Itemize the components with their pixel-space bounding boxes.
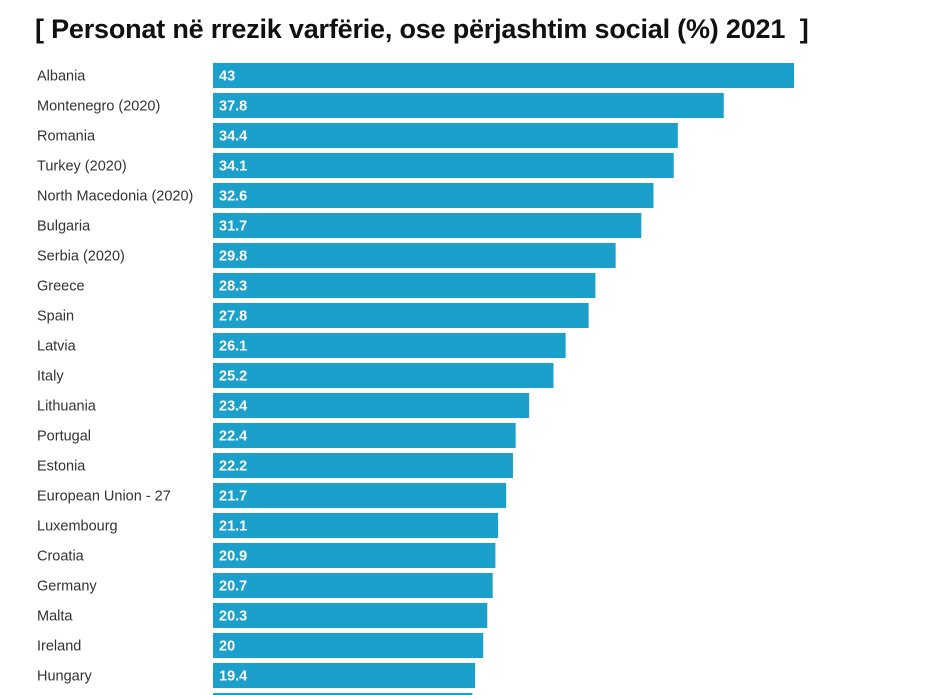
value-label: 34.4 bbox=[219, 129, 247, 145]
category-label: Portugal bbox=[37, 429, 91, 445]
bar bbox=[213, 573, 493, 598]
category-label: Italy bbox=[37, 369, 64, 385]
bar-row: Germany 20.7 bbox=[37, 573, 493, 598]
category-label: Hungary bbox=[37, 669, 93, 685]
bar-row: Turkey (2020) 34.1 bbox=[37, 153, 674, 178]
chart-title: [ Personat në rrezik varfërie, ose përja… bbox=[35, 14, 809, 44]
category-label: Lithuania bbox=[37, 399, 97, 415]
value-label: 19.4 bbox=[219, 669, 247, 685]
value-label: 20 bbox=[219, 639, 235, 655]
bar-row: Ireland 20 bbox=[37, 633, 484, 658]
bar-row: Montenegro (2020) 37.8 bbox=[37, 93, 724, 118]
category-label: Albania bbox=[37, 69, 86, 85]
bar bbox=[213, 513, 499, 538]
category-label: European Union - 27 bbox=[37, 489, 171, 505]
bar-row: Estonia 22.2 bbox=[37, 453, 513, 478]
bar-row: Lithuania 23.4 bbox=[37, 393, 530, 418]
value-label: 20.7 bbox=[219, 579, 247, 595]
bar-row: Spain 27.8 bbox=[37, 303, 589, 328]
category-label: North Macedonia (2020) bbox=[37, 189, 193, 205]
category-label: Germany bbox=[37, 579, 97, 595]
category-label: Montenegro (2020) bbox=[37, 99, 160, 115]
category-label: Estonia bbox=[37, 459, 86, 475]
bar bbox=[213, 453, 513, 478]
bar-row: Malta 20.3 bbox=[37, 603, 488, 628]
bar bbox=[213, 693, 473, 695]
value-label: 21.1 bbox=[219, 519, 247, 535]
bar bbox=[213, 273, 596, 298]
value-label: 26.1 bbox=[219, 339, 247, 355]
bar bbox=[213, 423, 516, 448]
bar-row: Croatia 20.9 bbox=[37, 543, 496, 568]
bar bbox=[213, 63, 794, 88]
value-label: 22.2 bbox=[219, 459, 247, 475]
bar-row: Italy 25.2 bbox=[37, 363, 554, 388]
bar-row: Hungary 19.4 bbox=[37, 663, 476, 688]
bar bbox=[213, 663, 476, 688]
bar bbox=[213, 603, 488, 628]
value-label: 23.4 bbox=[219, 399, 247, 415]
category-label: Romania bbox=[37, 129, 96, 145]
bar-row: Bulgaria 31.7 bbox=[37, 213, 642, 238]
value-label: 37.8 bbox=[219, 99, 247, 115]
value-label: 32.6 bbox=[219, 189, 247, 205]
bar-row: European Union - 27 21.7 bbox=[37, 483, 507, 508]
value-label: 20.9 bbox=[219, 549, 247, 565]
category-label: Turkey (2020) bbox=[37, 159, 127, 175]
value-label: 22.4 bbox=[219, 429, 247, 445]
bar bbox=[213, 243, 616, 268]
value-label: 28.3 bbox=[219, 279, 247, 295]
category-label: Bulgaria bbox=[37, 219, 91, 235]
bar-row: Romania 34.4 bbox=[37, 123, 678, 148]
value-label: 25.2 bbox=[219, 369, 247, 385]
category-label: Serbia (2020) bbox=[37, 249, 125, 265]
value-label: 31.7 bbox=[219, 219, 247, 235]
bar bbox=[213, 93, 724, 118]
bar bbox=[213, 153, 674, 178]
bar bbox=[213, 363, 554, 388]
bar-row: Latvia 26.1 bbox=[37, 333, 566, 358]
category-label: Ireland bbox=[37, 639, 81, 655]
bar-row bbox=[213, 693, 473, 695]
category-label: Malta bbox=[37, 609, 73, 625]
bar-row: Albania 43 bbox=[37, 63, 794, 88]
bar-row: Luxembourg 21.1 bbox=[37, 513, 499, 538]
bar bbox=[213, 393, 530, 418]
bar bbox=[213, 483, 507, 508]
bar-row: Portugal 22.4 bbox=[37, 423, 516, 448]
value-label: 20.3 bbox=[219, 609, 247, 625]
bar bbox=[213, 303, 589, 328]
category-label: Spain bbox=[37, 309, 74, 325]
category-label: Latvia bbox=[37, 339, 77, 355]
bar-row: Greece 28.3 bbox=[37, 273, 596, 298]
bar bbox=[213, 543, 496, 568]
bar bbox=[213, 333, 566, 358]
value-label: 43 bbox=[219, 69, 235, 85]
bar bbox=[213, 183, 654, 208]
bar bbox=[213, 633, 484, 658]
bar bbox=[213, 213, 642, 238]
value-label: 29.8 bbox=[219, 249, 247, 265]
category-label: Luxembourg bbox=[37, 519, 118, 535]
bar bbox=[213, 123, 678, 148]
bar-row: North Macedonia (2020) 32.6 bbox=[37, 183, 654, 208]
category-label: Croatia bbox=[37, 549, 85, 565]
value-label: 21.7 bbox=[219, 489, 247, 505]
value-label: 27.8 bbox=[219, 309, 247, 325]
value-label: 34.1 bbox=[219, 159, 247, 175]
category-label: Greece bbox=[37, 279, 85, 295]
bar-row: Serbia (2020) 29.8 bbox=[37, 243, 616, 268]
